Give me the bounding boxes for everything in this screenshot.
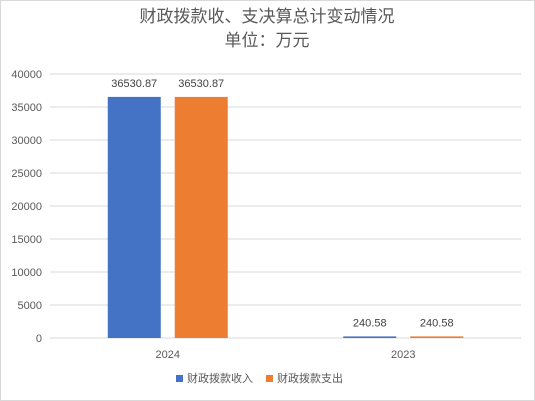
y-tick-label: 35000 [11, 102, 42, 114]
y-tick-label: 15000 [11, 234, 42, 246]
y-tick-label: 0 [36, 333, 42, 345]
bar [174, 96, 228, 338]
y-tick-label: 20000 [11, 201, 42, 213]
x-tick-label: 2024 [156, 349, 180, 361]
data-label: 240.58 [420, 317, 454, 329]
x-axis: 2024 2023 [156, 349, 416, 361]
y-tick-label: 25000 [11, 168, 42, 180]
x-tick-label: 2023 [391, 349, 415, 361]
y-tick-label: 10000 [11, 267, 42, 279]
y-tick-label: 40000 [11, 69, 42, 81]
data-labels: 36530.87 36530.87 240.58 240.58 [111, 78, 453, 330]
chart-subtitle: 单位：万元 [225, 31, 310, 51]
data-label: 240.58 [353, 317, 387, 329]
legend-swatch [176, 375, 183, 382]
y-tick-label: 5000 [18, 300, 42, 312]
bars [107, 96, 464, 338]
legend-swatch [266, 375, 273, 382]
legend: 财政拨款收入 财政拨款支出 [176, 371, 343, 385]
data-label: 36530.87 [178, 78, 224, 90]
y-axis: 0 5000 10000 15000 20000 25000 30000 35000 40000 [11, 69, 42, 345]
bar [343, 336, 397, 338]
bar [410, 336, 464, 338]
y-tick-label: 30000 [11, 135, 42, 147]
data-label: 36530.87 [111, 78, 157, 90]
chart-title: 财政拨款收、支决算总计变动情况 [140, 7, 395, 27]
legend-label: 财政拨款支出 [277, 371, 343, 385]
legend-label: 财政拨款收入 [187, 371, 253, 385]
bar [107, 96, 161, 338]
